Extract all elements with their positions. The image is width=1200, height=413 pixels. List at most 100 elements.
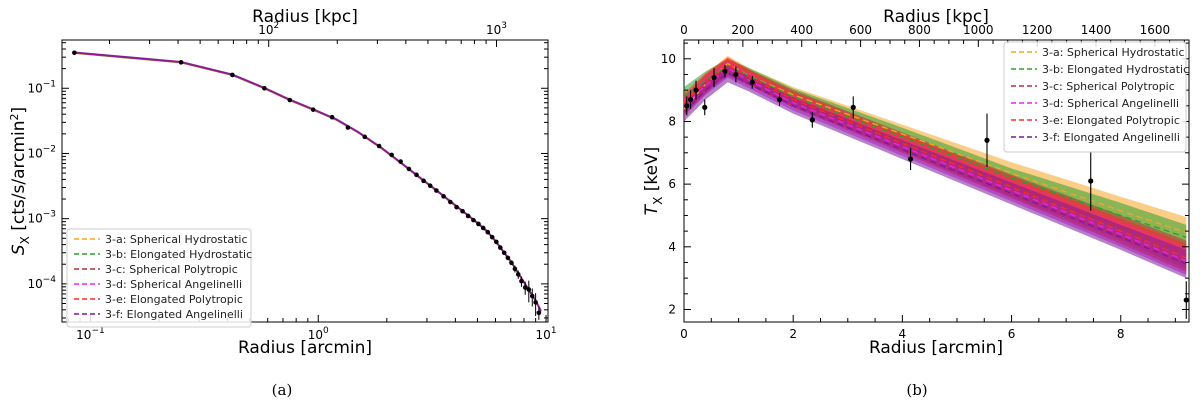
top-tick-label: 103 — [486, 21, 507, 37]
confidence-band-6 — [684, 65, 1187, 279]
x-tick-label: 10−1 — [76, 326, 105, 342]
data-point — [498, 245, 503, 250]
panel-a-legend: 3-a: Spherical Hydrostatic 3-b: Elongated… — [66, 228, 252, 328]
legend-a-label: 3-c: Spherical Polytropic — [105, 263, 238, 276]
data-point — [287, 97, 293, 103]
data-point — [522, 285, 528, 290]
data-point — [465, 213, 471, 219]
y-tick-label: 10−2 — [27, 144, 56, 160]
panel-b-ylabel: TX [keV] — [642, 147, 665, 216]
data-point — [533, 300, 538, 305]
legend-b-label: 3-a: Spherical Hydrostatic — [1042, 46, 1185, 59]
data-point — [72, 50, 77, 56]
model-line-5 — [684, 64, 1187, 259]
data-point — [362, 134, 368, 140]
panel-a-ylabel: SX [cts/s/arcmin2] — [8, 107, 32, 255]
data-point — [1088, 178, 1094, 184]
panel-a-surface-brightness: 10−1 100 101 10−4 10−3 10−2 10−1 102 103 3-a: Sp… — [8, 7, 557, 399]
data-point — [776, 96, 783, 103]
top-tick-label: 1000 — [963, 23, 994, 37]
data-point — [398, 159, 403, 164]
data-point — [515, 272, 521, 277]
panel-a-observed-points — [72, 50, 542, 320]
data-point — [178, 60, 184, 65]
legend-b-label: 3-f: Elongated Angelinelli — [1042, 131, 1180, 144]
y-tick-label: 2 — [668, 302, 676, 316]
legend-a-label: 3-e: Elongated Polytropic — [105, 293, 243, 306]
legend-a-box — [66, 228, 252, 328]
data-point — [529, 293, 535, 299]
panel-a-top-xlabel: Radius [kpc] — [252, 7, 358, 27]
data-point — [722, 68, 728, 74]
y-tick-label: 4 — [668, 240, 676, 254]
x-tick-label: 6 — [1008, 327, 1016, 341]
data-point — [505, 255, 511, 261]
legend-a-label: 3-f: Elongated Angelinelli — [105, 308, 243, 321]
data-point — [389, 152, 394, 158]
x-tick-label: 0 — [680, 327, 688, 341]
y-tick-label: 8 — [668, 114, 676, 128]
top-tick-label: 200 — [731, 23, 754, 37]
legend-b-label: 3-b: Elongated Hydrostatic — [1042, 63, 1189, 76]
legend-b-label: 3-d: Spherical Angelinelli — [1042, 97, 1179, 110]
panel-b-top-xlabel: Radius [kpc] — [883, 7, 989, 27]
y-tick-label: 10 — [661, 52, 676, 66]
legend-b-label: 3-c: Spherical Polytropic — [1042, 80, 1175, 93]
data-point — [441, 194, 446, 199]
panel-a-xlabel: Radius [arcmin] — [238, 338, 372, 358]
x-tick-label: 2 — [789, 327, 797, 341]
panel-b-xlabel: Radius [arcmin] — [869, 338, 1003, 358]
model-line-6 — [684, 72, 1187, 265]
data-point — [329, 114, 335, 120]
x-tick-label: 101 — [536, 326, 557, 342]
top-tick-label: 1200 — [1022, 23, 1053, 37]
x-tick-label: 4 — [899, 327, 907, 341]
data-point — [345, 125, 351, 130]
data-point — [310, 107, 316, 112]
legend-a-label: 3-a: Spherical Hydrostatic — [105, 233, 248, 246]
data-point — [434, 188, 439, 193]
data-point — [262, 85, 267, 91]
data-point — [809, 117, 815, 123]
data-point — [536, 310, 542, 316]
data-point — [460, 208, 465, 214]
top-tick-label: 400 — [790, 23, 813, 37]
top-tick-label: 0 — [680, 23, 688, 37]
data-point — [448, 199, 453, 205]
data-point — [519, 278, 524, 284]
panel-a-caption: (a) — [272, 381, 293, 399]
legend-a-label: 3-b: Elongated Hydrostatic — [105, 248, 252, 261]
legend-b-box — [1003, 41, 1187, 153]
data-point — [733, 71, 739, 78]
y-tick-label: 6 — [668, 177, 676, 191]
x-tick-label: 100 — [308, 326, 329, 342]
data-point — [509, 260, 514, 266]
panel-a-axis-ticks: 10−1 100 101 10−4 10−3 10−2 10−1 102 103 — [27, 21, 556, 342]
data-point — [489, 234, 495, 240]
data-point — [501, 250, 507, 256]
data-point — [512, 266, 518, 272]
panel-b-legend: 3-a: Spherical Hydrostatic 3-b: Elongated… — [1003, 41, 1189, 153]
y-tick-label: 10−1 — [27, 79, 56, 95]
panel-b-observed-points — [684, 65, 1189, 319]
data-point — [687, 96, 694, 103]
data-point — [693, 87, 699, 93]
data-point — [427, 183, 433, 189]
data-point — [702, 104, 708, 110]
data-point — [454, 204, 459, 210]
data-point — [907, 156, 914, 162]
y-tick-label: 10−3 — [27, 210, 56, 226]
data-point — [476, 221, 481, 227]
data-point — [850, 104, 856, 110]
legend-a-label: 3-d: Spherical Angelinelli — [105, 278, 242, 291]
top-tick-label: 1400 — [1081, 23, 1112, 37]
top-tick-label: 600 — [849, 23, 872, 37]
x-tick-label: 8 — [1117, 327, 1125, 341]
top-tick-label: 102 — [258, 21, 279, 37]
top-tick-label: 800 — [908, 23, 931, 37]
data-point — [480, 225, 486, 231]
data-point — [711, 75, 717, 81]
